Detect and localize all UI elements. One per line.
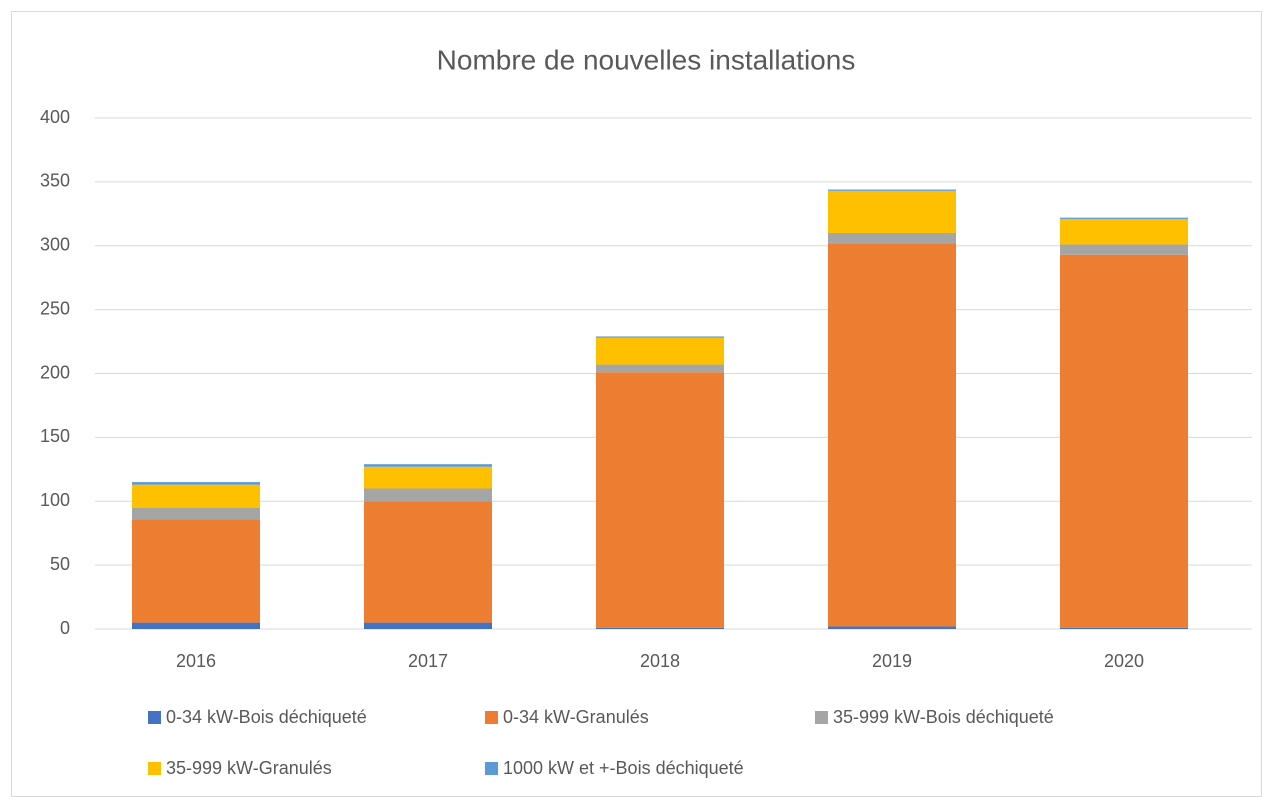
bar-segment xyxy=(596,336,724,338)
bar-segment xyxy=(828,243,956,627)
bar-segment xyxy=(132,482,260,485)
bar-segment xyxy=(596,372,724,628)
bar-segment xyxy=(596,337,724,365)
y-tick-label: 150 xyxy=(40,426,70,446)
legend-swatch xyxy=(485,762,498,775)
legend-label: 35-999 kW-Granulés xyxy=(166,758,332,778)
y-tick-label: 50 xyxy=(50,554,70,574)
x-tick-label: 2020 xyxy=(1104,651,1144,671)
y-tick-label: 350 xyxy=(40,171,70,191)
x-tick-label: 2016 xyxy=(176,651,216,671)
legend-swatch xyxy=(815,711,828,724)
bar-segment xyxy=(364,464,492,467)
bar-segment xyxy=(132,484,260,508)
bar-segment xyxy=(1060,244,1188,255)
legend-label: 1000 kW et +-Bois déchiqueté xyxy=(503,758,744,778)
bar-segment xyxy=(828,232,956,244)
bar-segment xyxy=(364,488,492,502)
legend-swatch xyxy=(485,711,498,724)
x-tick-label: 2018 xyxy=(640,651,680,671)
y-tick-label: 250 xyxy=(40,298,70,318)
bar-segment xyxy=(828,626,956,629)
bar-segment xyxy=(1060,254,1188,628)
y-tick-label: 300 xyxy=(40,235,70,255)
bar-segment xyxy=(132,622,260,629)
bar-segment xyxy=(364,501,492,623)
legend-label: 35-999 kW-Bois déchiqueté xyxy=(833,707,1054,727)
bar-segment xyxy=(1060,627,1188,629)
y-tick-label: 0 xyxy=(60,618,70,638)
y-tick-label: 200 xyxy=(40,362,70,382)
x-tick-label: 2019 xyxy=(872,651,912,671)
legend-swatch xyxy=(148,762,161,775)
bar-segment xyxy=(132,519,260,623)
x-tick-label: 2017 xyxy=(408,651,448,671)
bar-segment xyxy=(596,627,724,629)
bar-segment xyxy=(828,190,956,233)
chart-title: Nombre de nouvelles installations xyxy=(437,44,856,75)
legend-swatch xyxy=(148,711,161,724)
legend-label: 0-34 kW-Bois déchiqueté xyxy=(166,707,367,727)
bar-segment xyxy=(364,622,492,629)
bar-segment xyxy=(364,466,492,489)
bar-segment xyxy=(828,189,956,191)
bar-segment xyxy=(132,507,260,520)
legend-label: 0-34 kW-Granulés xyxy=(503,707,649,727)
bar-segment xyxy=(1060,217,1188,219)
y-tick-label: 100 xyxy=(40,490,70,510)
y-tick-label: 400 xyxy=(40,107,70,127)
bar-segment xyxy=(596,364,724,373)
bar-segment xyxy=(1060,218,1188,245)
